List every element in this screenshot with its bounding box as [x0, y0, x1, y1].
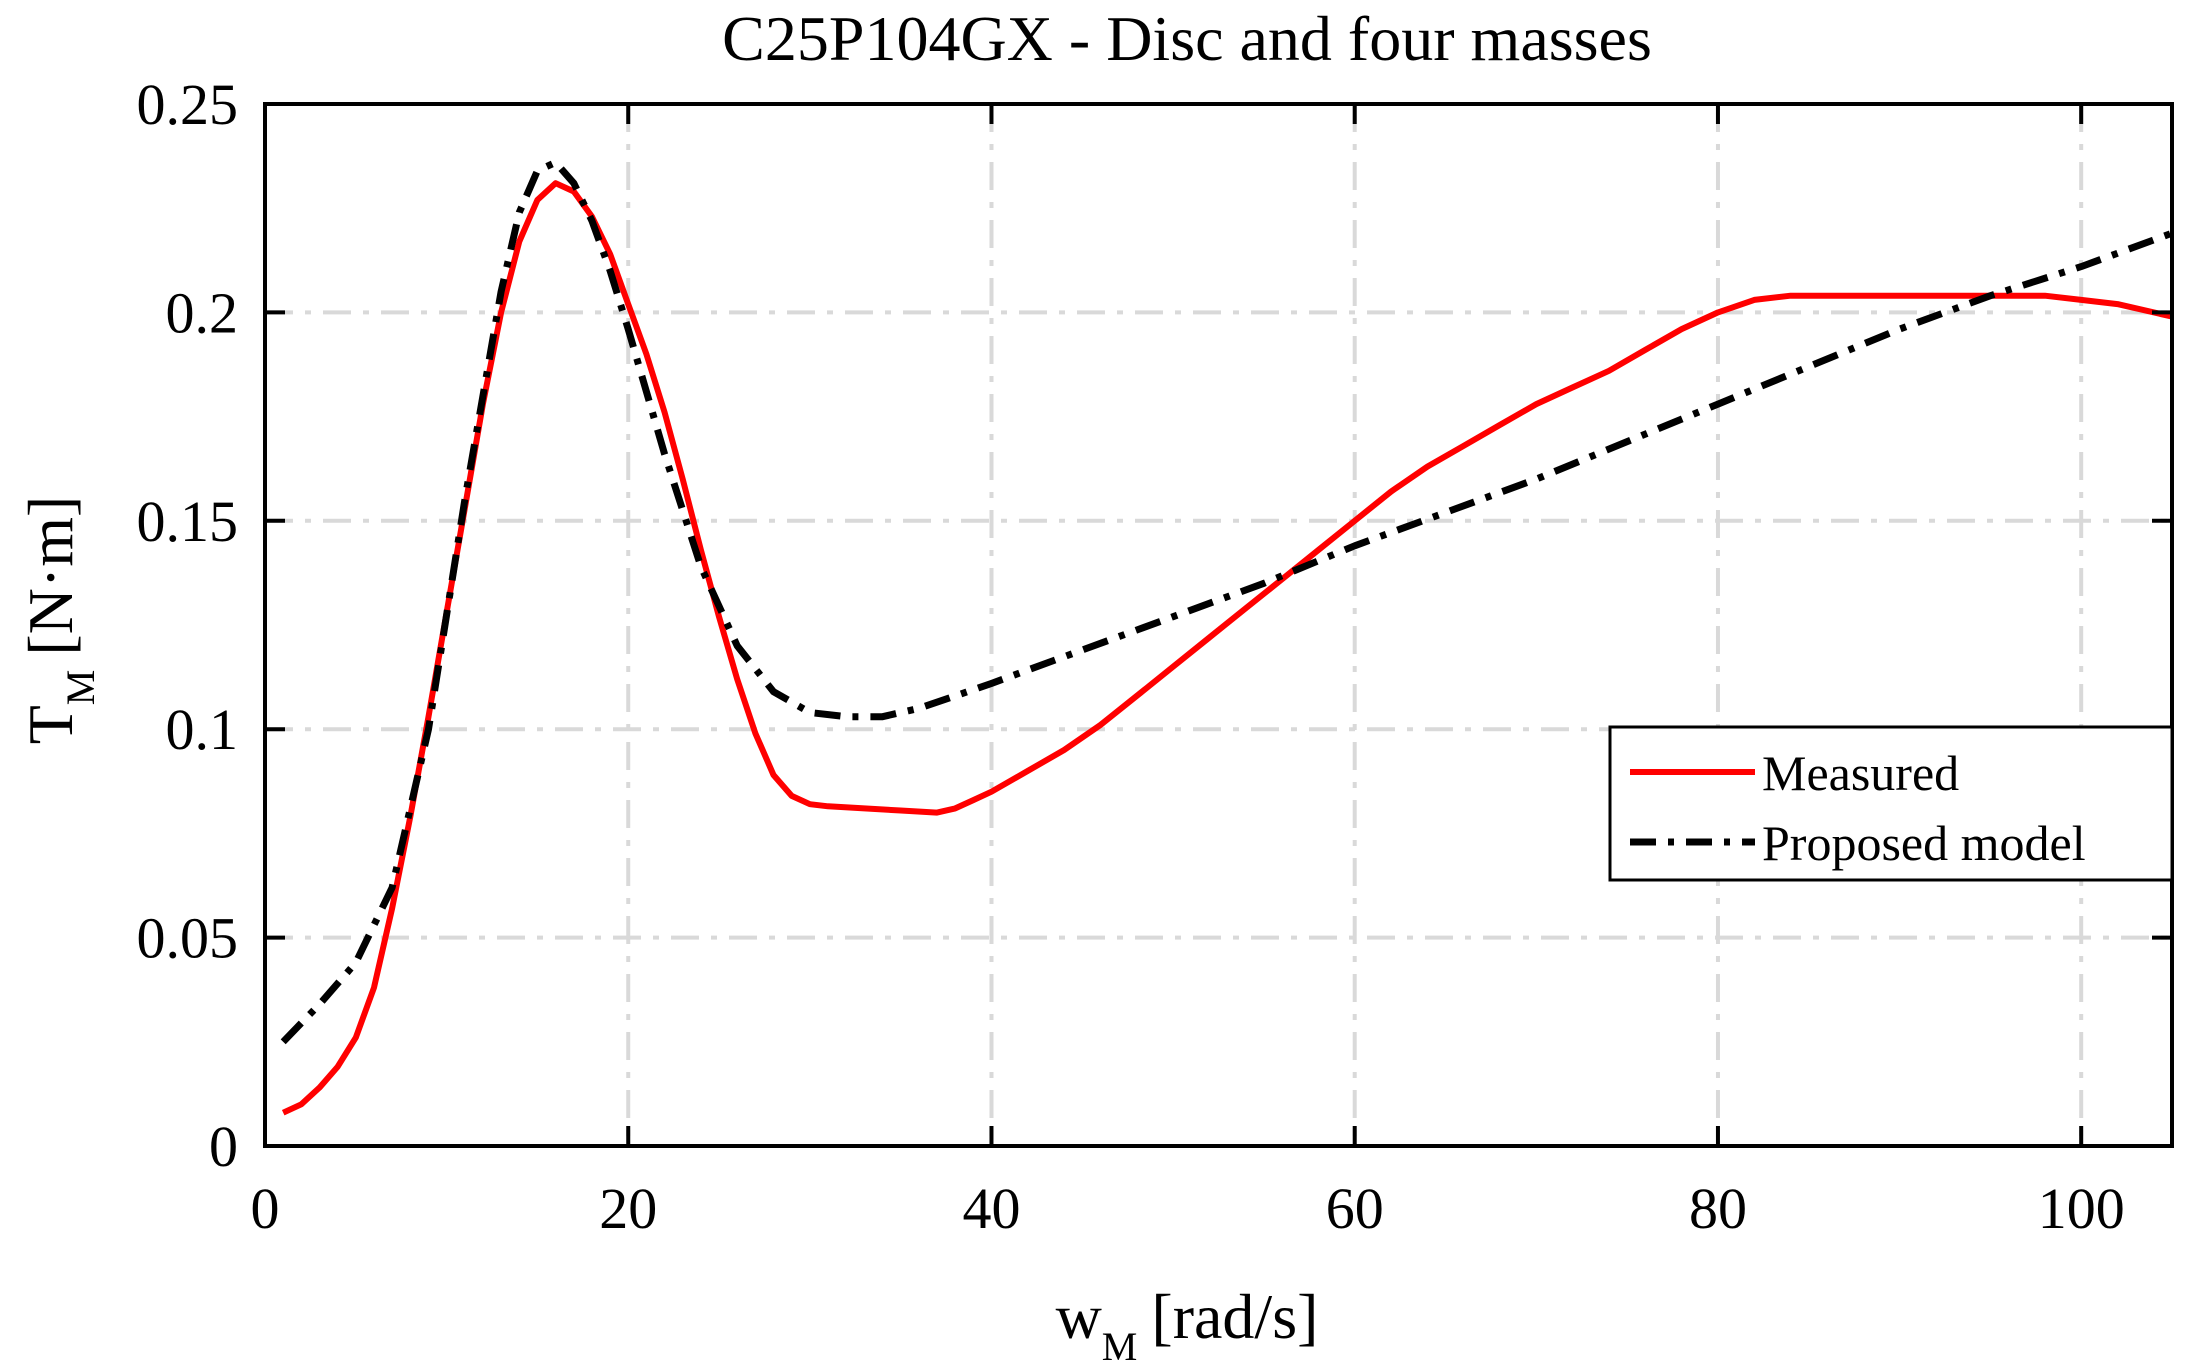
legend-label-measured: Measured	[1762, 745, 1959, 801]
x-axis-label: wM [rad/s]	[1056, 1281, 1319, 1363]
legend-box	[1608, 725, 2174, 882]
y-axis-symbol: T	[15, 705, 86, 744]
series-layer	[280, 158, 2174, 1116]
y-tick-label: 0.1	[166, 697, 239, 762]
x-tick-label: 0	[251, 1176, 280, 1241]
legend-label-proposed-model: Proposed model	[1762, 815, 2086, 871]
x-axis-symbol: w	[1056, 1281, 1102, 1352]
x-tick-label: 100	[2038, 1176, 2125, 1241]
y-axis-label: TM [N·m]	[15, 496, 103, 745]
x-axis-subscript: M	[1102, 1324, 1138, 1363]
y-tick-label: 0.15	[137, 489, 239, 554]
x-tick-label: 20	[599, 1176, 657, 1241]
series-line-proposed-model	[280, 158, 2174, 1045]
y-tick-label: 0.2	[166, 280, 239, 345]
x-tick-label: 60	[1326, 1176, 1384, 1241]
y-axis-subscript: M	[58, 670, 103, 706]
y-axis-unit: [N·m]	[15, 496, 86, 656]
x-tick-label: 80	[1689, 1176, 1747, 1241]
chart-title: C25P104GX - Disc and four masses	[722, 3, 1652, 74]
legend: Measured Proposed model	[1608, 725, 2174, 882]
plot-frame	[263, 102, 2174, 1148]
x-axis-unit: [rad/s]	[1151, 1281, 1318, 1352]
tick-labels: 0 20 40 60 80 100 0 0.05 0.1 0.15 0.2 0.25	[137, 72, 2125, 1241]
y-tick-label: 0	[209, 1114, 238, 1179]
x-tick-label: 40	[962, 1176, 1020, 1241]
y-tick-label: 0.25	[137, 72, 239, 137]
y-tick-label: 0.05	[137, 906, 239, 971]
